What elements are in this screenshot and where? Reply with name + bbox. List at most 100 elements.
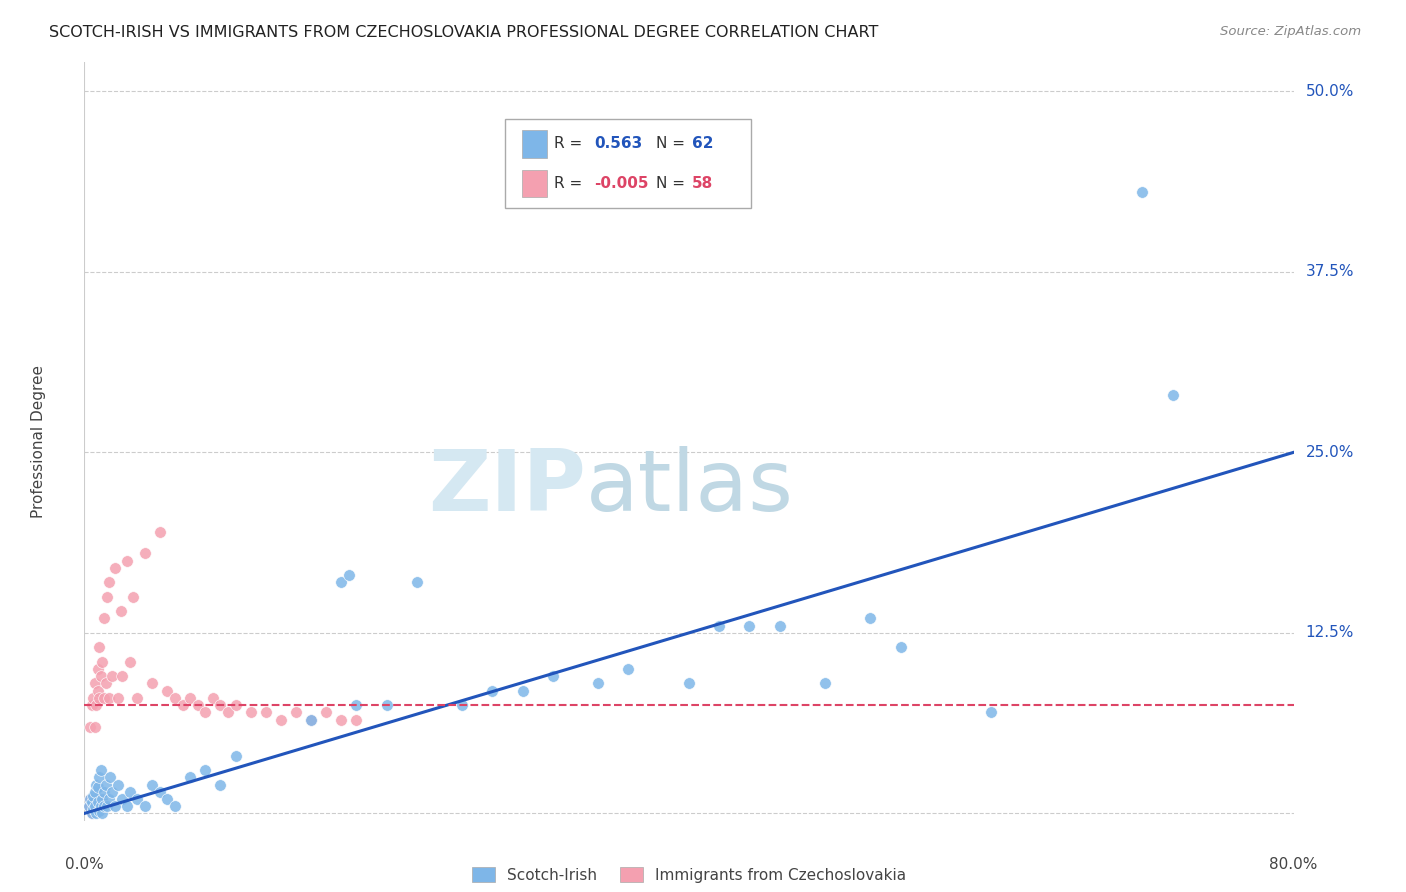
- Point: [91, 792, 114, 806]
- Legend: Scotch-Irish, Immigrants from Czechoslovakia: Scotch-Irish, Immigrants from Czechoslov…: [465, 861, 912, 888]
- Point: [90, 669, 112, 683]
- Point: [115, 799, 138, 814]
- Point: [97, 690, 120, 705]
- Point: [89, 640, 111, 655]
- Point: [194, 706, 217, 720]
- Point: [225, 698, 247, 712]
- Point: [93, 690, 115, 705]
- Point: [239, 706, 262, 720]
- Point: [346, 698, 368, 712]
- Point: [127, 792, 149, 806]
- Point: [77, 799, 100, 814]
- Point: [346, 713, 368, 727]
- Point: [93, 785, 115, 799]
- Point: [84, 785, 107, 799]
- Point: [82, 799, 104, 814]
- Text: 58: 58: [692, 176, 713, 191]
- Point: [118, 785, 141, 799]
- Point: [541, 669, 564, 683]
- Point: [118, 655, 141, 669]
- Point: [201, 690, 224, 705]
- Point: [93, 799, 115, 814]
- Point: [84, 799, 107, 814]
- Point: [165, 690, 187, 705]
- Point: [330, 575, 353, 590]
- Point: [156, 683, 179, 698]
- Point: [104, 561, 127, 575]
- Text: 25.0%: 25.0%: [1306, 445, 1354, 460]
- Point: [299, 713, 322, 727]
- Point: [97, 575, 120, 590]
- Point: [93, 611, 115, 625]
- Point: [299, 713, 322, 727]
- Point: [90, 799, 112, 814]
- Point: [315, 706, 337, 720]
- Point: [127, 690, 149, 705]
- Point: [84, 676, 107, 690]
- Point: [1161, 387, 1184, 401]
- Text: 12.5%: 12.5%: [1306, 625, 1354, 640]
- Point: [90, 792, 112, 806]
- Point: [179, 690, 201, 705]
- Point: [87, 683, 110, 698]
- Point: [451, 698, 474, 712]
- Point: [156, 792, 179, 806]
- Point: [82, 690, 104, 705]
- Point: [98, 770, 121, 784]
- Point: [111, 792, 134, 806]
- Point: [859, 611, 882, 625]
- Point: [84, 792, 107, 806]
- Point: [80, 698, 103, 712]
- Point: [617, 662, 640, 676]
- Point: [179, 770, 201, 784]
- Point: [86, 698, 108, 712]
- Point: [980, 706, 1002, 720]
- Point: [87, 780, 110, 795]
- Point: [481, 683, 503, 698]
- Text: Source: ZipAtlas.com: Source: ZipAtlas.com: [1220, 25, 1361, 38]
- Point: [769, 618, 792, 632]
- Point: [94, 778, 117, 792]
- Point: [91, 806, 114, 821]
- Point: [104, 799, 127, 814]
- Text: 62: 62: [692, 136, 714, 152]
- Text: 37.5%: 37.5%: [1306, 264, 1354, 279]
- Point: [814, 676, 837, 690]
- Point: [588, 676, 610, 690]
- Point: [406, 575, 429, 590]
- Point: [96, 799, 118, 814]
- Point: [87, 795, 110, 809]
- Point: [90, 763, 112, 777]
- Point: [79, 792, 101, 806]
- Point: [79, 792, 101, 806]
- Point: [285, 706, 308, 720]
- Point: [80, 806, 103, 821]
- Point: [91, 655, 114, 669]
- Point: [115, 554, 138, 568]
- Point: [270, 713, 292, 727]
- Point: [209, 778, 232, 792]
- Text: 0.563: 0.563: [593, 136, 643, 152]
- Point: [107, 690, 129, 705]
- Point: [80, 795, 103, 809]
- Point: [709, 618, 731, 632]
- Point: [121, 590, 143, 604]
- Point: [87, 662, 110, 676]
- Point: [86, 799, 108, 814]
- Text: R =: R =: [554, 176, 588, 191]
- Point: [96, 590, 118, 604]
- Point: [94, 676, 117, 690]
- Point: [187, 698, 209, 712]
- Point: [97, 792, 120, 806]
- Point: [217, 706, 239, 720]
- Point: [111, 669, 134, 683]
- Point: [89, 770, 111, 784]
- Point: [79, 720, 101, 734]
- Point: [80, 806, 103, 821]
- Text: -0.005: -0.005: [593, 176, 648, 191]
- Text: ZIP: ZIP: [429, 445, 586, 529]
- Point: [512, 683, 534, 698]
- Point: [337, 568, 360, 582]
- Point: [330, 713, 353, 727]
- Point: [678, 676, 700, 690]
